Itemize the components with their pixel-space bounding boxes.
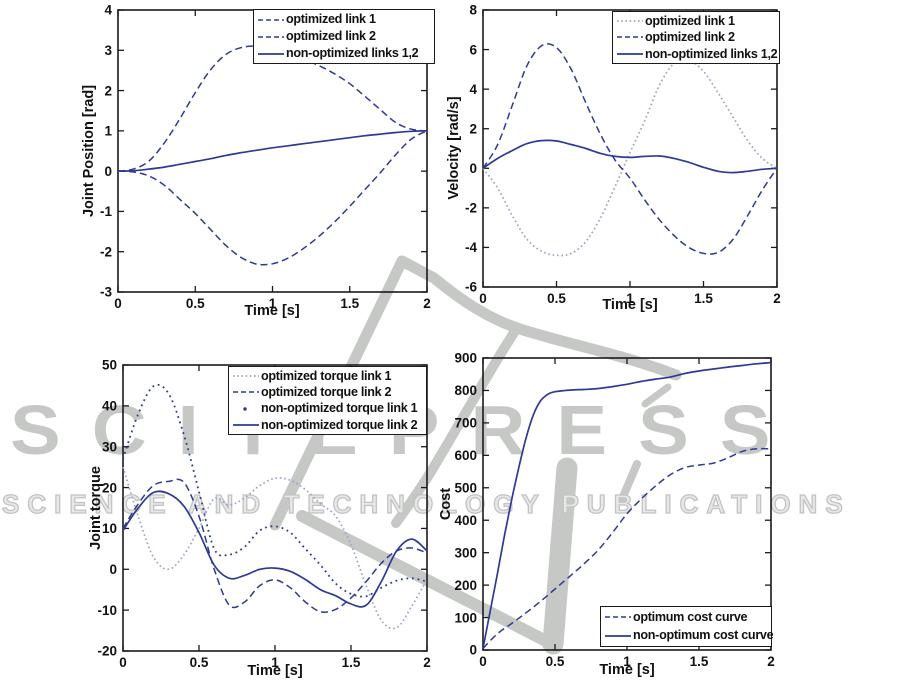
- y-tick-label: 30: [102, 439, 117, 454]
- x-tick-label: 0.5: [186, 296, 205, 311]
- x-tick-label: 0.5: [546, 654, 565, 669]
- series-non-optimized-links-1-2: [117, 130, 428, 172]
- x-tick-label: 0.5: [190, 655, 209, 670]
- series-non-optimum-cost-curve: [482, 361, 772, 649]
- series-optimized-link-2: [117, 45, 428, 172]
- accent-slash: [641, 383, 672, 408]
- y-tick-label: 0: [109, 562, 117, 577]
- x-tick-label: 1: [271, 655, 279, 670]
- y-tick-label: 50: [102, 358, 117, 373]
- y-tick-label: 10: [102, 521, 117, 536]
- x-tick-label: 1.5: [342, 655, 361, 670]
- y-tick-label: 3: [104, 43, 112, 58]
- subplot-2: 0 0.5 1 1.5 2 -20 -10 0 10 20 30 40 50: [97, 358, 430, 670]
- y-tick-label: -6: [465, 280, 477, 295]
- series-optimized-link-2: [482, 43, 778, 255]
- x-tick-label: 1: [623, 654, 631, 669]
- axis-box: [122, 364, 428, 652]
- x-tick-label: 1.5: [340, 296, 359, 311]
- y-tick-label: 700: [454, 416, 477, 431]
- y-tick-label: 300: [454, 545, 477, 560]
- y-tick-label: 100: [454, 610, 477, 625]
- x-tick-label: 1: [269, 296, 277, 311]
- y-tick-label: 0: [104, 164, 112, 179]
- x-tick-label: 0.5: [547, 291, 566, 306]
- series-optimized-torque-link-2: [122, 478, 428, 613]
- check-left-arm: [296, 510, 552, 647]
- y-tick-label: -10: [97, 603, 117, 618]
- y-tick-label: 2: [469, 121, 477, 136]
- x-tick-label: 1.5: [690, 654, 709, 669]
- y-tick-label: 4: [104, 3, 112, 18]
- series-non-optimized-torque-link-2: [122, 490, 428, 608]
- ribbon-descender: [391, 323, 522, 528]
- y-tick-label: 8: [469, 3, 477, 18]
- y-tick-label: -3: [100, 285, 112, 300]
- small-slash: [618, 460, 641, 503]
- y-tick-label: -1: [100, 204, 112, 219]
- check-right-arm: [542, 457, 578, 655]
- x-tick-label: 2: [423, 655, 431, 670]
- x-tick-label: 2: [767, 654, 775, 669]
- axis-box: [482, 9, 778, 288]
- y-tick-label: 400: [454, 513, 477, 528]
- y-tick-label: 0: [469, 643, 477, 658]
- axis-box: [117, 9, 428, 293]
- x-tick-label: 0: [479, 654, 487, 669]
- y-tick-label: 0: [469, 161, 477, 176]
- y-tick-label: 20: [102, 480, 117, 495]
- x-tick-label: 0: [479, 291, 487, 306]
- y-tick-label: 1: [104, 124, 112, 139]
- x-tick-label: 1.5: [694, 291, 713, 306]
- x-tick-label: 0: [119, 655, 127, 670]
- y-tick-label: 200: [454, 578, 477, 593]
- y-tick-label: 2: [104, 83, 112, 98]
- y-tick-label: 40: [102, 399, 117, 414]
- x-tick-label: 0: [114, 296, 122, 311]
- x-tick-label: 2: [423, 296, 431, 311]
- series-optimized-link-1: [117, 130, 428, 266]
- series-non-optimized-torque-link-1: [122, 383, 428, 598]
- subplot-3: 0 0.5 1 1.5 2 0 100 200 300 400 500 600 700 800 900: [454, 351, 774, 669]
- subplot-1: 0 0.5 1 1.5 2 -6 -4 -2 0 2 4 6 8: [465, 3, 781, 306]
- y-tick-label: 6: [469, 42, 477, 57]
- y-tick-label: -4: [465, 240, 477, 255]
- y-tick-label: 600: [454, 448, 477, 463]
- axis-box: [482, 357, 772, 651]
- series-optimum-cost-curve: [482, 447, 772, 649]
- y-tick-label: -20: [97, 644, 117, 659]
- y-tick-label: -2: [100, 244, 112, 259]
- y-tick-label: 500: [454, 480, 477, 495]
- y-tick-label: -2: [465, 201, 477, 216]
- x-tick-label: 1: [626, 291, 634, 306]
- y-tick-label: 4: [469, 82, 477, 97]
- y-tick-label: 900: [454, 351, 477, 366]
- x-tick-label: 2: [773, 291, 781, 306]
- series-non-optimized-links-1-2: [482, 139, 778, 174]
- series-optimized-link-1: [482, 58, 778, 257]
- series-optimized-torque-link-1: [122, 466, 428, 630]
- subplot-0: 0 0.5 1 1.5 2 -3 -2 -1 0 1 2 3 4: [100, 3, 431, 311]
- y-tick-label: 800: [454, 383, 477, 398]
